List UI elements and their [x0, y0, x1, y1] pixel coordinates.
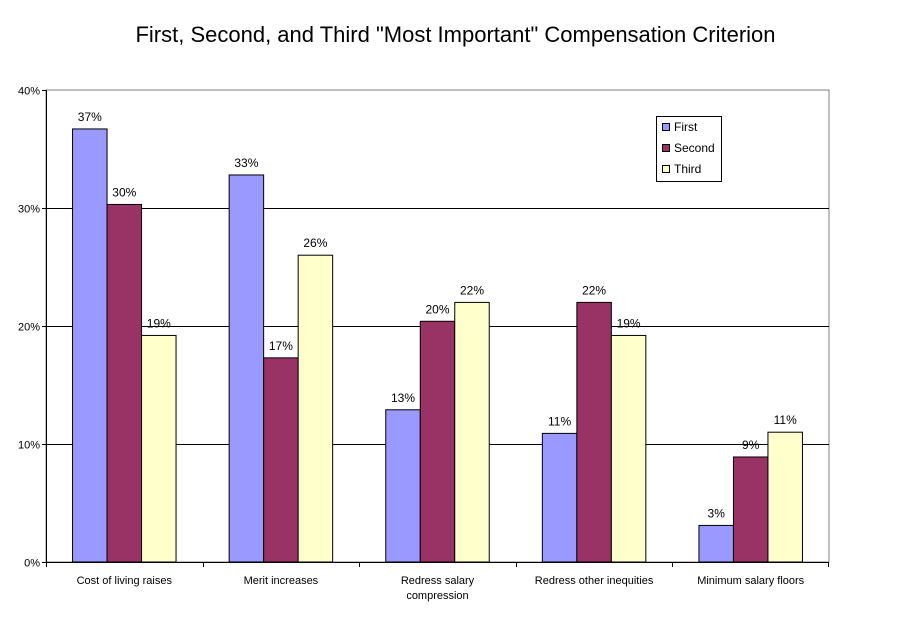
y-tick-label: 0% — [24, 558, 40, 570]
category-label: Redress salary compression — [401, 575, 475, 602]
y-tick-label: 20% — [18, 322, 40, 334]
chart-title: First, Second, and Third "Most Important… — [135, 22, 776, 47]
category-label: Cost of living raises — [77, 575, 173, 587]
y-tick-label: 10% — [18, 440, 40, 452]
legend-label-third: Third — [674, 162, 701, 176]
bar-third-4 — [767, 431, 803, 563]
category-label: Merit increases — [244, 575, 319, 587]
legend: First Second Third — [656, 116, 722, 182]
category-label: Redress other inequities — [535, 575, 654, 587]
data-label: 11% — [774, 413, 797, 427]
legend-swatch-second — [662, 144, 670, 152]
legend-label-second: Second — [674, 141, 715, 155]
data-label: 19% — [617, 316, 641, 330]
data-label: 26% — [303, 236, 327, 250]
data-label: 3% — [708, 506, 726, 520]
y-tick-label: 30% — [18, 204, 40, 216]
bar-third-1 — [297, 254, 334, 563]
legend-swatch-third — [662, 165, 670, 173]
legend-label-first: First — [674, 120, 698, 134]
bar-third-0 — [141, 334, 177, 563]
bar-second-1 — [263, 357, 299, 563]
legend-swatch-first — [662, 123, 670, 131]
data-label: 22% — [582, 283, 606, 297]
bar-first-0 — [72, 128, 108, 563]
data-label: 13% — [391, 391, 415, 405]
bar-second-3 — [576, 301, 612, 563]
data-label: 19% — [147, 316, 171, 330]
data-label: 9% — [742, 438, 760, 452]
y-tick-label: 40% — [18, 86, 40, 98]
data-label: 33% — [234, 156, 258, 170]
data-label: 37% — [78, 110, 102, 124]
bar-first-4 — [698, 524, 734, 563]
bar-third-3 — [610, 334, 647, 563]
bar-second-0 — [106, 203, 143, 563]
data-label: 22% — [460, 283, 484, 297]
data-label: 17% — [269, 339, 293, 353]
data-label: 20% — [425, 302, 449, 316]
category-label: Minimum salary floors — [697, 575, 804, 587]
bar-first-2 — [385, 409, 421, 563]
bar-second-4 — [732, 456, 769, 563]
bar-first-3 — [541, 432, 578, 563]
bar-third-2 — [454, 301, 490, 563]
data-label: 30% — [112, 185, 136, 199]
bar-first-1 — [228, 174, 265, 563]
bar-second-2 — [419, 320, 456, 563]
data-label: 11% — [548, 414, 571, 428]
